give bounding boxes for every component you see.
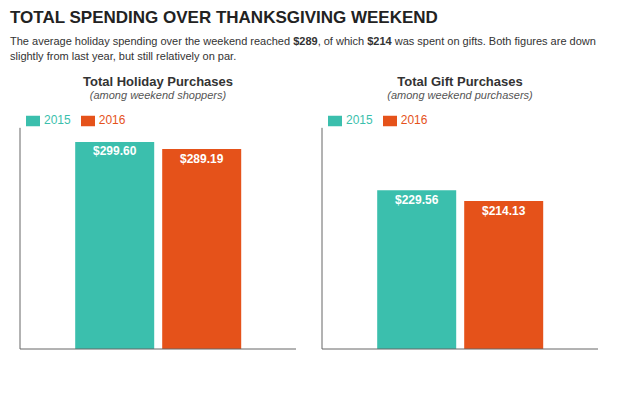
html-text:Total Gift Purchases: Total Gift Purchases <box>397 74 523 89</box>
svg-text:$289.19: $289.19 <box>180 152 224 166</box>
html-text:TOTAL SPENDING OVER THANKSGIVI: TOTAL SPENDING OVER THANKSGIVING WEEKEND <box>10 8 438 27</box>
svg-text:$214.13: $214.13 <box>482 204 526 218</box>
html-text:The average holiday spending o: The average holiday spending over the we… <box>10 35 596 62</box>
html-text:2015: 2015 <box>44 113 71 127</box>
html-text:(among weekend shoppers): (among weekend shoppers) <box>89 89 227 101</box>
svg-text:$229.56: $229.56 <box>395 193 439 207</box>
html-text:(among weekend purchasers): (among weekend purchasers) <box>387 89 533 101</box>
html-text:2016: 2016 <box>98 113 126 127</box>
svg-text:$299.60: $299.60 <box>93 144 137 158</box>
html-text:2015: 2015 <box>346 113 373 127</box>
html-text:2016: 2016 <box>400 113 428 127</box>
html-text:Total Holiday Purchases: Total Holiday Purchases <box>83 74 233 89</box>
